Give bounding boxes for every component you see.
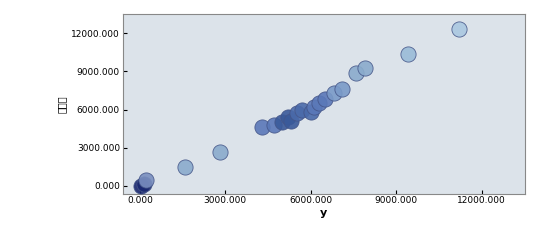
Point: [309, 105, 318, 109]
Y-axis label: 예측값: 예측값: [57, 95, 67, 113]
Point: [403, 52, 412, 55]
Point: [292, 111, 301, 115]
Point: [139, 182, 148, 186]
Point: [306, 110, 315, 114]
Point: [338, 87, 347, 91]
Point: [215, 150, 224, 153]
Point: [283, 115, 292, 119]
Point: [278, 120, 287, 124]
Point: [455, 28, 464, 31]
Point: [360, 66, 369, 69]
Point: [286, 119, 295, 123]
Point: [298, 108, 307, 111]
X-axis label: y: y: [320, 208, 327, 218]
Point: [270, 123, 278, 127]
Point: [141, 178, 150, 181]
Point: [329, 91, 338, 95]
Point: [258, 126, 267, 129]
Point: [321, 97, 330, 101]
Point: [352, 71, 361, 75]
Point: [137, 184, 146, 188]
Point: [181, 165, 190, 169]
Point: [315, 101, 324, 105]
